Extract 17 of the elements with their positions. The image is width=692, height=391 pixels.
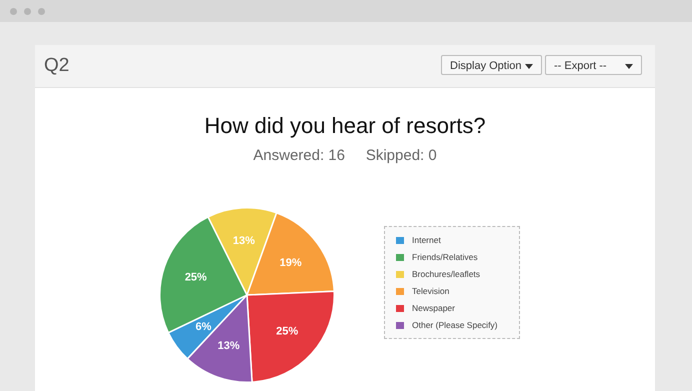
- data-label: 13%: [232, 235, 256, 248]
- legend-label: Internet: [411, 234, 442, 247]
- text: Q2: [44, 55, 70, 77]
- legend-label: Newspaper: [411, 302, 456, 315]
- text: Display Option: [441, 55, 542, 75]
- chart-title: How did you hear of resorts?: [203, 113, 487, 139]
- data-label: 6%: [195, 321, 212, 334]
- legend-label: Other (Please Specify): [411, 319, 499, 332]
- data-label: 19%: [280, 257, 302, 269]
- legend-label: Television: [411, 285, 450, 298]
- text: -- Export --: [545, 55, 642, 75]
- data-label: 13%: [218, 340, 240, 352]
- legend-label: Brochures/leaflets: [411, 268, 482, 281]
- chart-subtitle: Answered: 16 Skipped: 0: [252, 147, 438, 164]
- data-label: 25%: [184, 271, 208, 284]
- legend-label: Friends/Relatives: [411, 251, 479, 264]
- data-label: 25%: [276, 325, 298, 338]
